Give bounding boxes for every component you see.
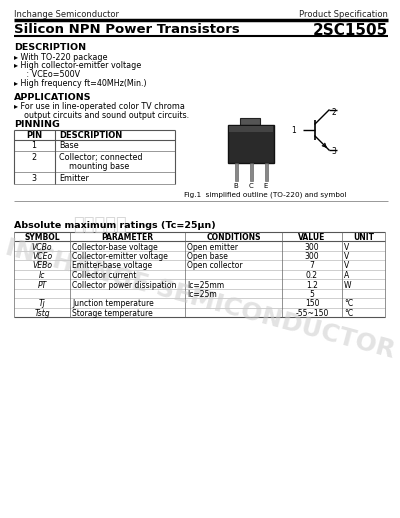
Text: 5: 5 [310, 290, 314, 299]
Text: Ic=25mm: Ic=25mm [187, 281, 224, 290]
Text: V: V [344, 252, 349, 261]
Text: 3: 3 [32, 174, 36, 183]
Text: ▸ High collector-emitter voltage: ▸ High collector-emitter voltage [14, 62, 141, 70]
Text: SYMBOL: SYMBOL [24, 234, 60, 242]
Text: VCBo: VCBo [32, 242, 52, 252]
Text: 0.2: 0.2 [306, 271, 318, 280]
Text: mounting base: mounting base [59, 162, 129, 171]
Text: PARAMETER: PARAMETER [102, 234, 154, 242]
Text: : VCEo=500V: : VCEo=500V [14, 70, 80, 79]
Text: INCHANGE SEMICONDUCTOR: INCHANGE SEMICONDUCTOR [3, 236, 397, 363]
Text: Product Specification: Product Specification [299, 10, 388, 19]
Text: W: W [344, 281, 352, 290]
Text: UNIT: UNIT [353, 234, 374, 242]
Text: 7: 7 [310, 262, 314, 270]
Text: DESCRIPTION: DESCRIPTION [59, 132, 122, 140]
Text: Emitter: Emitter [59, 174, 89, 183]
Text: Collector current: Collector current [72, 271, 136, 280]
Text: 150: 150 [305, 299, 319, 309]
Text: 2: 2 [331, 108, 336, 117]
Bar [234, 163, 238, 181]
Text: 3: 3 [331, 147, 336, 156]
Text: Inchange Semiconductor: Inchange Semiconductor [14, 10, 119, 19]
Text: ▸ With TO-220 package: ▸ With TO-220 package [14, 53, 108, 62]
Text: 四川半导体: 四川半导体 [73, 216, 127, 234]
Text: Open collector: Open collector [187, 262, 243, 270]
Text: APPLICATIONS: APPLICATIONS [14, 93, 92, 102]
Bar [264, 163, 268, 181]
Text: A: A [344, 271, 349, 280]
Text: 1.2: 1.2 [306, 281, 318, 290]
Bar [250, 163, 252, 181]
Bar [228, 125, 274, 163]
Text: 300: 300 [305, 242, 319, 252]
Text: PIN: PIN [26, 132, 42, 140]
Text: Open emitter: Open emitter [187, 242, 238, 252]
Bar [240, 118, 260, 125]
Text: E: E [264, 183, 268, 189]
Text: Collector-base voltage: Collector-base voltage [72, 242, 158, 252]
Text: Junction temperature: Junction temperature [72, 299, 154, 309]
Text: PINNING: PINNING [14, 120, 60, 129]
Text: VCEo: VCEo [32, 252, 52, 261]
Text: ▸ For use in line-operated color TV chroma: ▸ For use in line-operated color TV chro… [14, 102, 185, 111]
Text: Collector; connected: Collector; connected [59, 153, 142, 162]
Text: output circuits and sound output circuits.: output circuits and sound output circuit… [14, 110, 189, 120]
Text: Tstg: Tstg [34, 309, 50, 318]
Text: V: V [344, 242, 349, 252]
Text: ▸ High frequency ft=40MHz(Min.): ▸ High frequency ft=40MHz(Min.) [14, 79, 147, 88]
Text: 1: 1 [32, 141, 36, 151]
Text: VALUE: VALUE [298, 234, 326, 242]
Text: Ic: Ic [39, 271, 45, 280]
Text: Silicon NPN Power Transistors: Silicon NPN Power Transistors [14, 23, 240, 36]
Text: VEBo: VEBo [32, 262, 52, 270]
Text: C: C [249, 183, 253, 189]
Text: Storage temperature: Storage temperature [72, 309, 153, 318]
Text: Absolute maximum ratings (Tc=25µn): Absolute maximum ratings (Tc=25µn) [14, 221, 216, 230]
Text: PT: PT [37, 281, 47, 290]
Bar [229, 126, 273, 132]
Text: Emitter-base voltage: Emitter-base voltage [72, 262, 152, 270]
Text: B: B [234, 183, 238, 189]
Text: Open base: Open base [187, 252, 228, 261]
Text: Collector power dissipation: Collector power dissipation [72, 281, 176, 290]
Text: V: V [344, 262, 349, 270]
Text: Base: Base [59, 141, 79, 151]
Text: Collector-emitter voltage: Collector-emitter voltage [72, 252, 168, 261]
Text: °C: °C [344, 299, 353, 309]
Text: 2: 2 [32, 153, 36, 162]
Text: DESCRIPTION: DESCRIPTION [14, 43, 86, 52]
Text: °C: °C [344, 309, 353, 318]
Text: 300: 300 [305, 252, 319, 261]
Text: Fig.1  simplified outline (TO-220) and symbol: Fig.1 simplified outline (TO-220) and sy… [184, 191, 346, 197]
Text: -55~150: -55~150 [295, 309, 329, 318]
Text: CONDITIONS: CONDITIONS [206, 234, 261, 242]
Text: 1: 1 [291, 126, 296, 135]
Text: 2SC1505: 2SC1505 [313, 23, 388, 38]
Text: Tj: Tj [39, 299, 45, 309]
Text: Ic=25m: Ic=25m [187, 290, 217, 299]
